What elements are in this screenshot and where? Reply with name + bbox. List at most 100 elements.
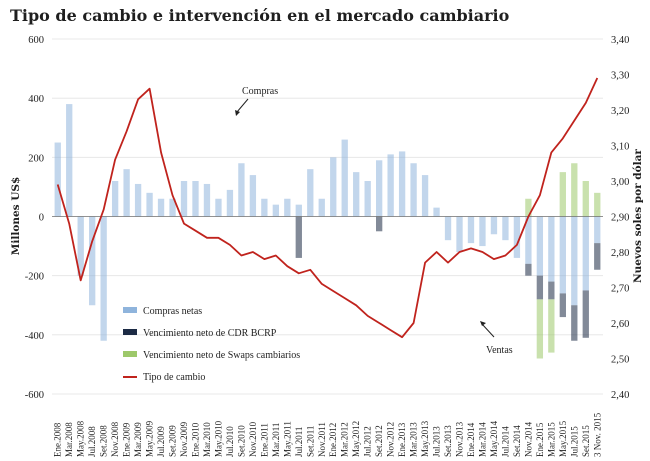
bar (284, 198, 291, 217)
bars-layer (54, 104, 601, 359)
x-tick-label: Mar.2008 (64, 422, 74, 457)
x-tick-label: Jul.2010 (225, 426, 235, 457)
bar (502, 216, 509, 241)
x-tick-label: Jul.2015 (569, 426, 579, 457)
x-tick-label: Nov.2008 (110, 421, 120, 457)
bar (536, 216, 544, 276)
y2-tick-label: 2,90 (611, 213, 629, 224)
y2-tick-label: 3,40 (611, 35, 629, 46)
x-tick-label: Nov.2010 (248, 421, 258, 457)
x-tick-label: Ene.2010 (190, 422, 200, 457)
bar (249, 175, 257, 217)
bar (536, 275, 544, 300)
x-tick-label: Jul.2014 (500, 426, 510, 457)
legend-label-tipo: Tipo de cambio (143, 372, 205, 383)
bar (387, 154, 394, 217)
x-tick-label: Ene.2011 (259, 423, 269, 457)
bar (100, 216, 107, 341)
bar (66, 104, 73, 217)
x-tick-label: Ene.2013 (397, 422, 407, 457)
bar (594, 216, 601, 244)
bar (226, 189, 234, 217)
x-tick-label: May.2009 (145, 420, 155, 457)
y2-tick-label: 3,20 (611, 106, 629, 117)
annotation-ventas-label: Ventas (486, 345, 513, 356)
bar (525, 263, 532, 276)
bar (353, 172, 360, 217)
x-tick-label: Jul.2012 (363, 426, 373, 457)
x-tick-label: May.2012 (351, 421, 361, 457)
x-tick-label: May.2010 (213, 420, 223, 457)
left-axis-ticks: 600 400 200 0 -200 -400 -600 (25, 35, 44, 401)
x-tick-label: Nov.2014 (523, 421, 533, 457)
y-tick-label: -600 (25, 390, 44, 401)
y2-tick-label: 2,40 (611, 390, 629, 401)
y2-tick-label: 2,60 (611, 319, 629, 330)
bar (571, 216, 578, 306)
bar (146, 192, 153, 217)
bar (295, 204, 302, 217)
bar (375, 216, 383, 232)
legend-label-cdr: Vencimiento neto de CDR BCRP (143, 328, 277, 339)
x-tick-label: Mar.2014 (477, 422, 487, 457)
bar (548, 299, 555, 353)
bar (548, 216, 555, 282)
bar (375, 160, 383, 217)
bar (307, 169, 314, 217)
x-tick-label: Mar.2009 (133, 422, 143, 457)
bar (467, 216, 475, 244)
bar (330, 157, 337, 217)
bar (433, 207, 440, 217)
x-tick-label: Ene.2015 (535, 422, 545, 457)
x-tick-label: Set.2012 (374, 425, 384, 457)
x-tick-label: Nov.2009 (179, 421, 189, 457)
bar (180, 181, 188, 217)
bar (513, 216, 521, 258)
bar (594, 243, 601, 270)
y-tick-label: 0 (39, 213, 44, 224)
x-tick-label: Set.2009 (168, 425, 178, 457)
x-tick-label: Nov.2011 (317, 422, 327, 457)
legend-label-swaps: Vencimiento neto de Swaps cambiarios (143, 350, 300, 361)
x-tick-label: Set.2014 (512, 425, 522, 457)
bar (111, 181, 119, 217)
bar (479, 216, 486, 247)
x-tick-label: Mar.2010 (202, 422, 212, 457)
y2-tick-label: 2,70 (611, 284, 629, 295)
bar (123, 169, 130, 217)
y-tick-label: -200 (25, 272, 44, 283)
x-tick-label: Jul.2011 (294, 427, 304, 457)
bar (77, 216, 84, 276)
legend-swatch-cdr (123, 329, 137, 335)
bar (559, 216, 566, 294)
bar (582, 181, 589, 217)
bar (89, 216, 96, 306)
y2-axis-label: Nuevos soles por dólar (632, 149, 644, 283)
x-tick-label: Jul.2013 (432, 426, 442, 457)
bar (295, 216, 302, 258)
annotation-compras-label: Compras (242, 86, 278, 97)
y2-tick-label: 2,50 (611, 355, 629, 366)
x-tick-label: Jul.2009 (156, 426, 166, 457)
bar (582, 216, 589, 291)
tipo-de-cambio-line (56, 77, 599, 339)
bar (571, 305, 578, 341)
legend-swatch-swaps (123, 351, 137, 357)
bar (559, 293, 566, 318)
x-tick-label: May.2014 (489, 420, 499, 457)
bar (398, 151, 406, 217)
y-tick-label: 400 (28, 94, 44, 105)
legend: Compras netas Vencimiento neto de CDR BC… (123, 306, 300, 383)
x-tick-label: Set.2008 (99, 425, 109, 457)
y2-tick-label: 2,80 (611, 248, 629, 259)
x-tick-label: Ene.2008 (53, 422, 63, 457)
x-tick-label: Nov.2013 (455, 421, 465, 457)
x-tick-label: Jul.2008 (87, 426, 97, 457)
x-tick-label: Nov.2012 (386, 422, 396, 457)
x-axis-ticks: Ene.2008 Mar.2008 May.2008 Jul.2008 Set.2008… (53, 412, 603, 457)
bar (582, 290, 589, 338)
bar (490, 216, 498, 235)
bar (215, 198, 222, 217)
bar (559, 172, 566, 217)
